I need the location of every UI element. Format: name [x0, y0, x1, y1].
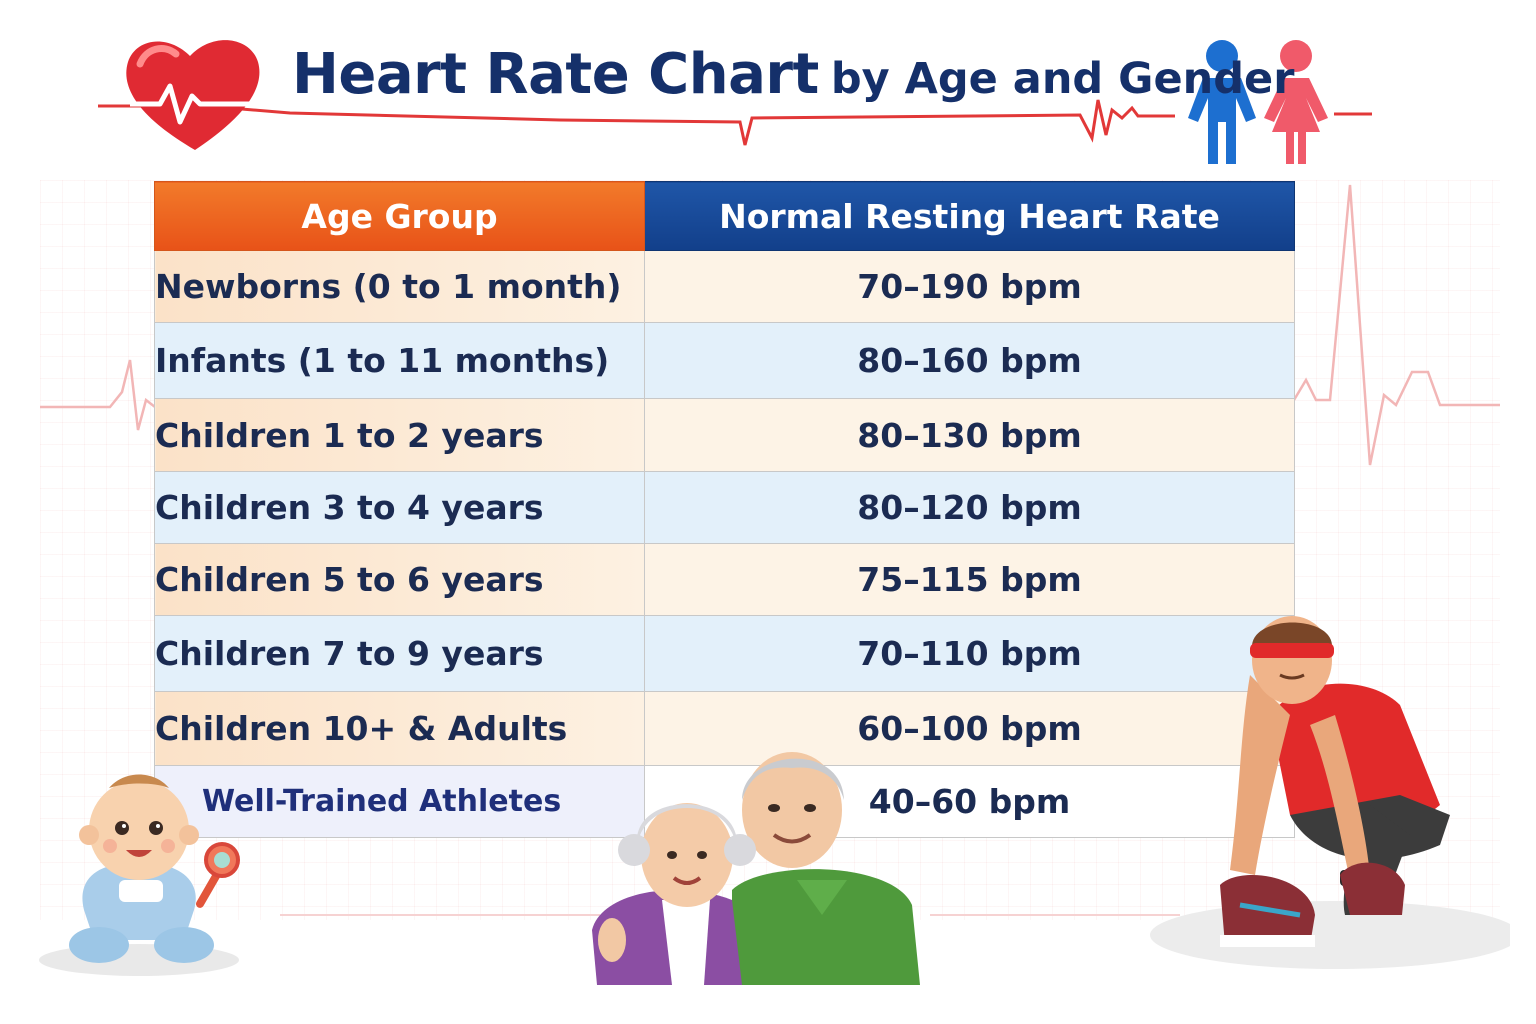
heart-rate-cell: 75–115 bpm: [644, 543, 1295, 616]
heart-rate-table: Age Group Normal Resting Heart Rate Newb…: [154, 181, 1295, 838]
table-row: Newborns (0 to 1 month) 70–190 bpm: [154, 250, 1295, 323]
table-row: Children 10+ & Adults 60–100 bpm: [154, 691, 1295, 766]
age-group-cell: Newborns (0 to 1 month): [154, 250, 645, 323]
heart-rate-cell: 70–190 bpm: [644, 250, 1295, 323]
table-row: Children 5 to 6 years 75–115 bpm: [154, 543, 1295, 616]
page-title: Heart Rate Chart by Age and Gender: [292, 42, 1294, 114]
header-resting-rate: Normal Resting Heart Rate: [644, 181, 1295, 251]
table-row: Children 7 to 9 years 70–110 bpm: [154, 615, 1295, 692]
ecg-trace-right: [1292, 184, 1500, 466]
female-icon: [1264, 40, 1328, 164]
age-group-cell: Children 10+ & Adults: [154, 691, 645, 766]
heart-rate-cell: 80–130 bpm: [644, 398, 1295, 472]
heart-icon: [126, 40, 260, 150]
age-group-cell: Children 1 to 2 years: [154, 398, 645, 472]
ecg-trace-left: [40, 359, 156, 431]
heart-rate-cell: 60–100 bpm: [644, 691, 1295, 766]
heart-rate-cell: 70–110 bpm: [644, 615, 1295, 692]
heart-rate-cell: 80–120 bpm: [644, 471, 1295, 544]
table-row: Children 3 to 4 years 80–120 bpm: [154, 471, 1295, 544]
age-group-cell: Infants (1 to 11 months): [154, 322, 645, 399]
age-group-cell: Well-Trained Athletes: [154, 765, 645, 838]
title-sub: by Age and Gender: [830, 54, 1295, 104]
athlete-illustration: [1150, 616, 1510, 969]
table-row: Infants (1 to 11 months) 80–160 bpm: [154, 322, 1295, 399]
age-group-cell: Children 5 to 6 years: [154, 543, 645, 616]
elderly-couple-illustration: [592, 752, 920, 985]
male-icon: [1188, 40, 1256, 164]
table-row: Children 1 to 2 years 80–130 bpm: [154, 398, 1295, 472]
heart-rate-cell: 80–160 bpm: [644, 322, 1295, 399]
age-group-cell: Children 7 to 9 years: [154, 615, 645, 692]
table-header-row: Age Group Normal Resting Heart Rate: [154, 181, 1295, 251]
table-row: Well-Trained Athletes 40–60 bpm: [154, 765, 1295, 838]
header-age-group: Age Group: [154, 181, 645, 251]
baby-illustration: [39, 774, 240, 976]
header-graphic: [98, 40, 1372, 164]
age-group-cell: Children 3 to 4 years: [154, 471, 645, 544]
title-main: Heart Rate Chart: [292, 42, 819, 107]
